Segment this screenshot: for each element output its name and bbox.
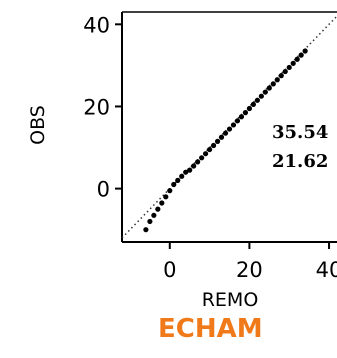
- y-tick-label-40: 40: [83, 13, 110, 37]
- data-point-10: [183, 169, 189, 175]
- data-point-29: [258, 93, 264, 99]
- data-point-37: [290, 60, 296, 66]
- data-point-3: [155, 206, 161, 212]
- x-axis-title: REMO: [202, 289, 259, 311]
- data-point-35: [282, 68, 288, 75]
- y-tick-label-0: 0: [97, 178, 110, 202]
- data-point-39: [298, 52, 304, 58]
- data-point-7: [171, 181, 177, 188]
- subtitle-label: ECHAM: [158, 314, 263, 344]
- data-point-21: [226, 126, 233, 132]
- data-point-28: [254, 97, 260, 103]
- data-point-2: [151, 212, 157, 218]
- data-point-27: [250, 101, 256, 108]
- data-point-5: [163, 194, 169, 200]
- data-point-8: [175, 177, 181, 183]
- data-point-30: [262, 89, 268, 95]
- data-point-6: [167, 188, 173, 194]
- data-point-1: [147, 218, 153, 225]
- data-point-17: [210, 142, 217, 149]
- data-point-23: [234, 118, 241, 124]
- axis-ticks: [115, 23, 331, 249]
- annotation-1: 35.54: [272, 122, 328, 143]
- annotation-2: 21.62: [272, 151, 328, 172]
- data-point-16: [206, 146, 213, 153]
- data-point-14: [199, 155, 205, 161]
- data-point-13: [195, 159, 201, 165]
- data-point-25: [242, 110, 249, 116]
- data-point-26: [246, 105, 253, 112]
- data-point-11: [187, 167, 193, 173]
- data-point-22: [230, 122, 237, 128]
- data-point-19: [218, 134, 225, 140]
- data-point-38: [294, 56, 300, 62]
- data-point-4: [159, 200, 165, 206]
- data-point-36: [286, 64, 292, 71]
- data-point-33: [274, 77, 280, 83]
- data-point-31: [266, 85, 272, 91]
- x-tick-label-20: 20: [236, 258, 263, 282]
- data-point-15: [203, 151, 209, 157]
- x-tick-label-0: 0: [163, 258, 176, 282]
- y-axis-title: OBS: [27, 105, 49, 145]
- data-point-9: [179, 173, 185, 179]
- data-point-32: [270, 81, 276, 87]
- data-point-20: [222, 130, 229, 136]
- data-point-40: [302, 48, 308, 54]
- data-point-34: [278, 73, 284, 79]
- x-tick-label-40: 40: [316, 258, 337, 282]
- data-points: [143, 48, 308, 233]
- data-point-24: [238, 114, 245, 120]
- data-point-12: [191, 163, 197, 169]
- data-point-18: [214, 138, 221, 144]
- y-tick-label-20: 20: [83, 95, 110, 119]
- data-point-0: [143, 227, 149, 233]
